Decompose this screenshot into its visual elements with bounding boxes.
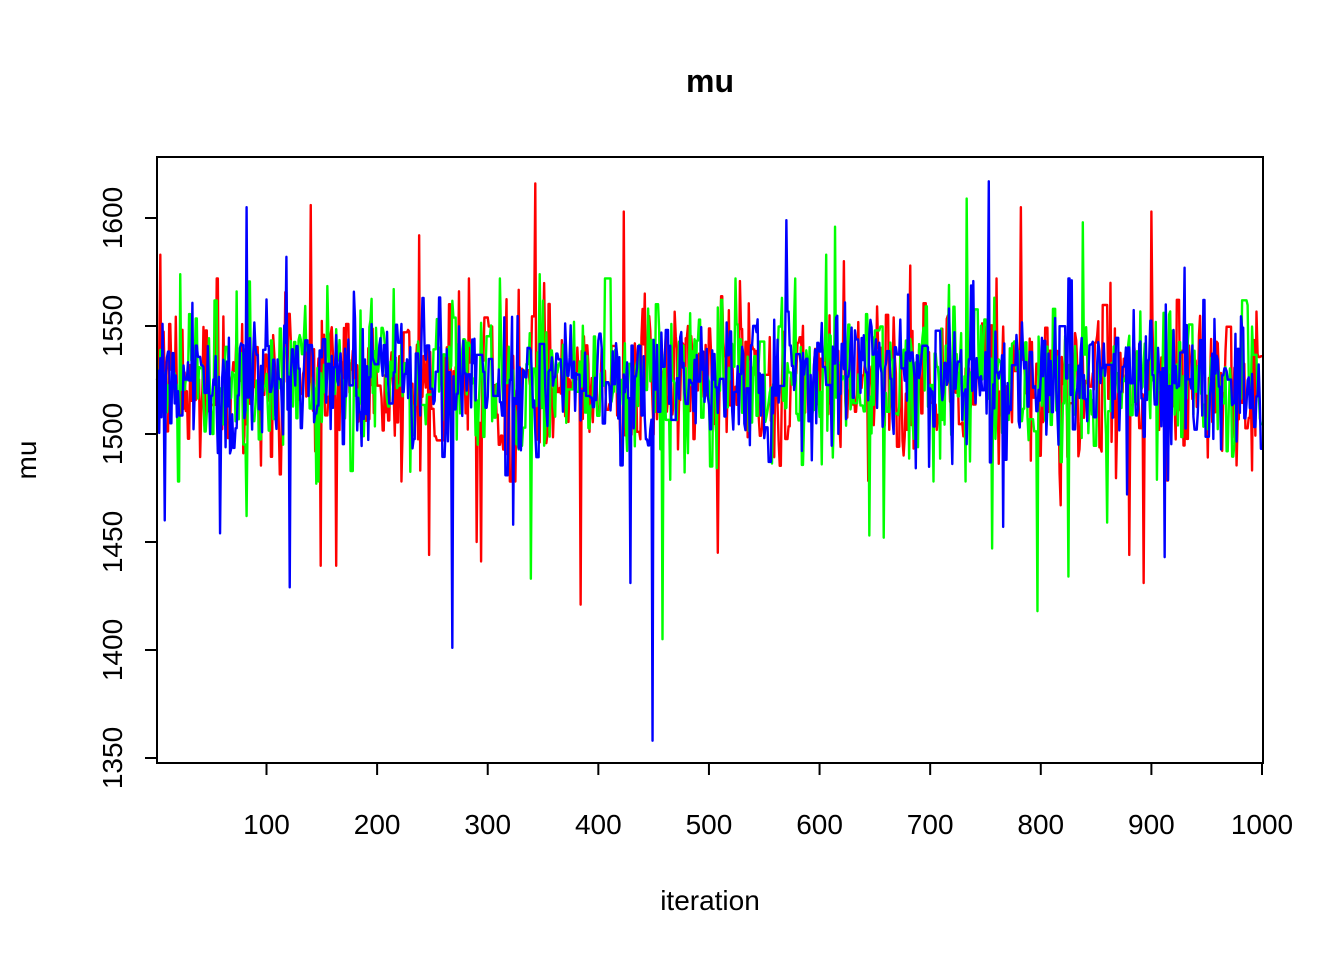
series-line: [155, 180, 1263, 742]
y-tick-label: 1400: [97, 619, 128, 681]
y-tick-label: 1600: [97, 187, 128, 249]
x-tick-label: 1000: [1231, 809, 1293, 840]
x-tick-label: 200: [354, 809, 401, 840]
y-tick-label: 1550: [97, 295, 128, 357]
y-axis-label: mu: [11, 441, 42, 480]
x-tick-label: 700: [907, 809, 954, 840]
y-tick-label: 1450: [97, 511, 128, 573]
y-tick-label: 1350: [97, 727, 128, 789]
y-tick-label: 1500: [97, 403, 128, 465]
x-tick-label: 400: [575, 809, 622, 840]
x-axis: 100 200 300 400 500 600 700 800 900 1000: [243, 762, 1293, 840]
y-axis: 1350 1400 1450 1500 1550 1600: [97, 187, 158, 789]
x-tick-label: 800: [1017, 809, 1064, 840]
x-tick-label: 900: [1128, 809, 1175, 840]
x-axis-label: iteration: [660, 885, 760, 916]
series-layer: [155, 180, 1263, 742]
x-tick-label: 500: [686, 809, 733, 840]
x-tick-label: 300: [464, 809, 511, 840]
x-tick-label: 600: [796, 809, 843, 840]
chart-title: mu: [686, 63, 734, 99]
x-tick-label: 100: [243, 809, 290, 840]
